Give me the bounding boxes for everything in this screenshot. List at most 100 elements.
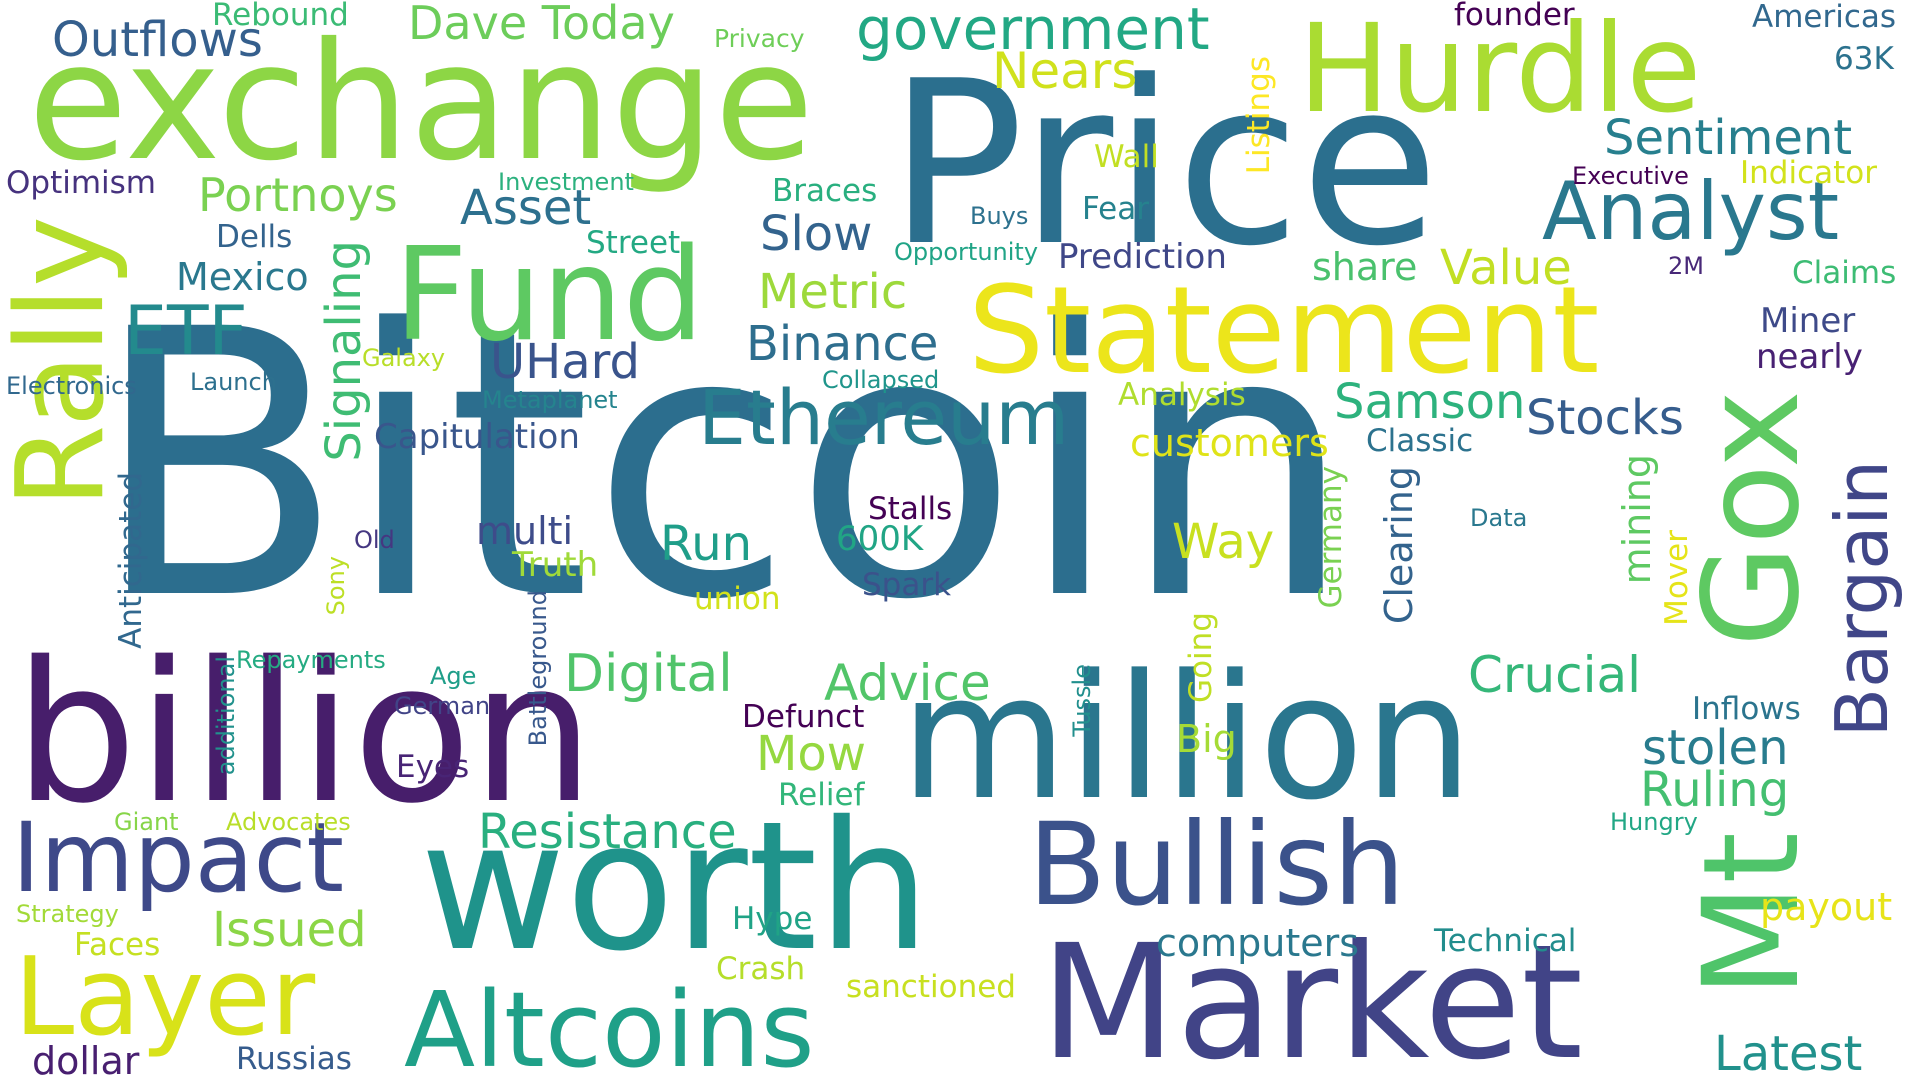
word-payout: payout — [1760, 885, 1893, 929]
word-bullish: Bullish — [1028, 798, 1406, 931]
word-binance: Binance — [746, 316, 939, 372]
word-galaxy: Galaxy — [362, 344, 446, 372]
word-spark: Spark — [862, 567, 952, 603]
word-hurdle: Hurdle — [1298, 0, 1702, 140]
word-opportunity: Opportunity — [894, 238, 1039, 266]
word-repayments: Repayments — [236, 646, 386, 674]
word-electronics: Electronics — [6, 372, 137, 400]
word-sentiment: Sentiment — [1604, 110, 1853, 166]
word-additional: additional — [212, 656, 240, 776]
word-slow: Slow — [760, 206, 873, 262]
word-hungry: Hungry — [1610, 808, 1698, 836]
word-billion: billion — [14, 620, 595, 846]
word-truth: Truth — [512, 545, 599, 585]
word-analysis: Analysis — [1118, 377, 1246, 413]
word-stalls: Stalls — [868, 491, 953, 527]
word-russias: Russias — [236, 1041, 352, 1077]
word-nears: Nears — [992, 42, 1138, 100]
word-mexico: Mexico — [176, 255, 309, 299]
word-street: Street — [586, 225, 681, 261]
word-altcoins: Altcoins — [404, 969, 815, 1080]
word-german: German — [394, 692, 491, 720]
word-outflows: Outflows — [52, 12, 263, 68]
word-resistance: Resistance — [478, 804, 737, 860]
word-layer: Layer — [14, 935, 316, 1060]
word-union: union — [694, 581, 781, 617]
word-sony: Sony — [322, 556, 350, 616]
word-age: Age — [430, 662, 477, 690]
word-nearly: nearly — [1756, 337, 1863, 377]
word-gox: Gox — [1675, 390, 1829, 648]
word-ruling: Ruling — [1640, 762, 1790, 818]
word-etf: ETF — [124, 292, 248, 371]
word-indicator: Indicator — [1740, 155, 1877, 191]
word-stolen: stolen — [1642, 720, 1789, 776]
word-inflows: Inflows — [1692, 691, 1801, 727]
word-bitcoin: Bitcoin — [92, 251, 1354, 680]
word-capitulation: Capitulation — [374, 417, 580, 457]
word-multi: multi — [476, 509, 574, 553]
word-advice: Advice — [824, 654, 991, 712]
word-600k: 600K — [836, 519, 924, 559]
word-metaplanet: Metaplanet — [482, 386, 618, 414]
word-crash: Crash — [716, 951, 806, 987]
word-bargain: Bargain — [1820, 460, 1904, 738]
word-miner: Miner — [1760, 301, 1856, 341]
word-prediction: Prediction — [1058, 237, 1227, 277]
word-analyst: Analyst — [1542, 165, 1840, 258]
word-fear: Fear — [1082, 191, 1149, 227]
word-customers: customers — [1130, 421, 1329, 465]
word-signaling: Signaling — [316, 240, 372, 462]
word-germany: Germany — [1313, 466, 1349, 609]
word-asset: Asset — [460, 180, 592, 236]
word-americas: Americas — [1752, 0, 1897, 35]
word-optimism: Optimism — [6, 165, 157, 201]
word-going: Going — [1183, 612, 1219, 703]
word-founder: founder — [1454, 0, 1575, 33]
word-investment: Investment — [498, 168, 634, 196]
word-strategy: Strategy — [16, 900, 119, 928]
word-digital: Digital — [564, 644, 733, 704]
word-exchange: exchange — [28, 9, 815, 197]
word-share: share — [1312, 245, 1418, 289]
word-eyes: Eyes — [396, 749, 470, 785]
word-clearing: Clearing — [1377, 466, 1421, 625]
word-defunct: Defunct — [742, 699, 865, 735]
word-ethereum: Ethereum — [698, 373, 1070, 462]
word-anticipated: Anticipated — [113, 472, 149, 649]
word-tussle: Tussle — [1068, 664, 1096, 737]
word-buys: Buys — [970, 202, 1029, 230]
word-computers: computers — [1156, 921, 1360, 965]
word-way: Way — [1172, 514, 1275, 570]
word-data: Data — [1470, 504, 1528, 532]
word-rebound: Rebound — [212, 0, 349, 33]
word-sanctioned: sanctioned — [846, 969, 1016, 1005]
word-portnoys: Portnoys — [198, 168, 398, 222]
word-classic: Classic — [1366, 423, 1474, 459]
word-braces: Braces — [772, 173, 878, 209]
word-mover: Mover — [1659, 530, 1695, 626]
word-price: Price — [888, 33, 1440, 296]
word-claims: Claims — [1792, 255, 1897, 291]
word-run: Run — [660, 516, 753, 572]
word-rally: Rally — [0, 216, 131, 508]
word-worth: worth — [420, 783, 931, 990]
word-wall: Wall — [1094, 139, 1159, 175]
word-launch: Launch — [190, 368, 277, 396]
word-hype: Hype — [732, 901, 813, 937]
word-issued: Issued — [212, 902, 367, 958]
word-dells: Dells — [216, 219, 293, 255]
word-privacy: Privacy — [714, 24, 805, 53]
word-faces: Faces — [74, 927, 161, 963]
word-government: government — [856, 0, 1210, 63]
word-listings: Listings — [1241, 56, 1277, 175]
word-2m: 2M — [1668, 252, 1704, 280]
word-fund: Fund — [394, 221, 705, 370]
word-battleground: Battleground — [524, 590, 552, 747]
word-collapsed: Collapsed — [822, 366, 940, 394]
word-metric: Metric — [758, 264, 908, 320]
word-statement: Statement — [968, 262, 1600, 401]
word-latest: Latest — [1714, 1026, 1863, 1080]
word-old: Old — [354, 526, 395, 554]
word-technical: Technical — [1434, 923, 1577, 959]
